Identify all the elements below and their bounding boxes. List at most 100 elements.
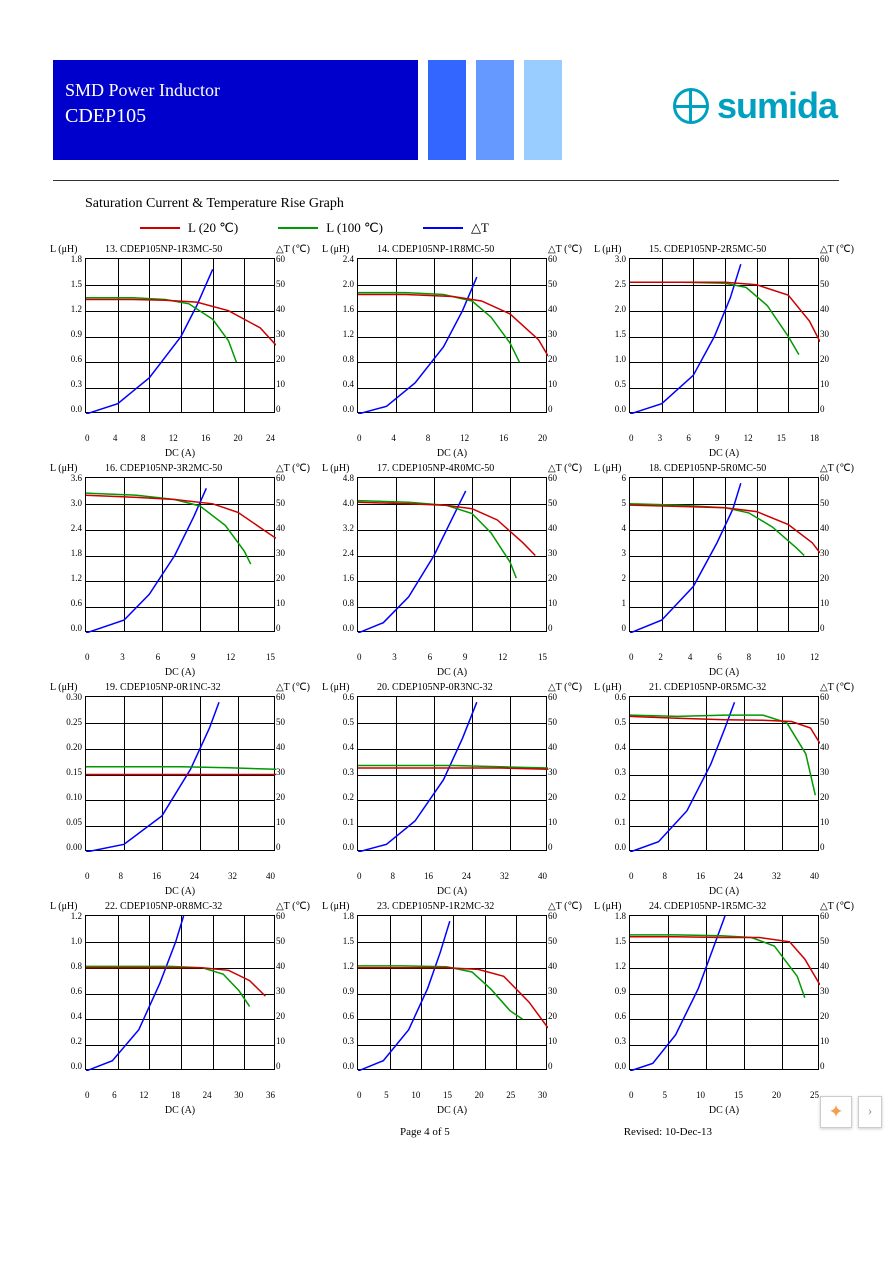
x-ticks: 04812162024	[85, 433, 275, 443]
chart-title: 16. CDEP105NP-3R2MC-50	[105, 463, 222, 474]
y-right-ticks: 6050403020100	[276, 911, 294, 1071]
y-left-ticks: 0.60.50.40.30.20.10.0	[330, 692, 354, 852]
legend-line-red	[140, 227, 180, 229]
y-right-ticks: 6050403020100	[276, 692, 294, 852]
bar-1	[380, 60, 418, 160]
x-label: DC (A)	[165, 667, 195, 678]
y-left-ticks: 3.63.02.41.81.20.60.0	[58, 473, 82, 633]
chart-svg	[630, 916, 820, 1071]
y-left-ticks: 3.02.52.01.51.00.50.0	[602, 254, 626, 414]
page-number: Page 4 of 5	[400, 1126, 450, 1138]
chart-svg	[630, 259, 820, 414]
y-right-ticks: 6050403020100	[820, 692, 838, 852]
x-ticks: 03691215	[85, 652, 275, 662]
chart-24: L (μH) 24. CDEP105NP-1R5MC-32 △T (℃) 1.8…	[594, 901, 854, 1116]
x-label: DC (A)	[165, 1105, 195, 1116]
x-label: DC (A)	[437, 448, 467, 459]
chart-svg	[630, 697, 820, 852]
x-ticks: 0369121518	[629, 433, 819, 443]
chart-title: 23. CDEP105NP-1R2MC-32	[377, 901, 494, 912]
x-ticks: 0510152025	[629, 1090, 819, 1100]
plot-area	[629, 915, 819, 1070]
plot-area	[357, 696, 547, 851]
x-label: DC (A)	[437, 667, 467, 678]
x-ticks: 024681012	[629, 652, 819, 662]
logo-icon	[673, 88, 709, 124]
part-number: CDEP105	[65, 105, 371, 128]
charts-grid: L (μH) 13. CDEP105NP-1R3MC-50 △T (℃) 1.8…	[0, 236, 892, 1126]
header-bars	[380, 60, 562, 160]
chart-svg	[358, 916, 548, 1071]
x-ticks: 0816243240	[629, 871, 819, 881]
x-label: DC (A)	[709, 448, 739, 459]
chart-title: 14. CDEP105NP-1R8MC-50	[377, 244, 494, 255]
legend-dt: △T	[423, 220, 489, 236]
legend-line-blue	[423, 227, 463, 229]
y-left-ticks: 0.300.250.200.150.100.050.00	[58, 692, 82, 852]
x-label: DC (A)	[709, 667, 739, 678]
y-left-ticks: 6543210	[602, 473, 626, 633]
legend-l100: L (100 ℃)	[278, 220, 383, 236]
y-right-ticks: 6050403020100	[548, 254, 566, 414]
y-left-ticks: 1.81.51.20.90.60.30.0	[330, 911, 354, 1071]
chart-title: 21. CDEP105NP-0R5MC-32	[649, 682, 766, 693]
x-ticks: 0816243240	[85, 871, 275, 881]
y-right-ticks: 6050403020100	[548, 911, 566, 1071]
plot-area	[357, 258, 547, 413]
chart-svg	[630, 478, 820, 633]
logo-text: sumida	[717, 85, 837, 127]
chart-svg	[86, 916, 276, 1071]
x-label: DC (A)	[165, 448, 195, 459]
sumida-logo: sumida	[673, 85, 837, 127]
x-label: DC (A)	[709, 1105, 739, 1116]
chart-14: L (μH) 14. CDEP105NP-1R8MC-50 △T (℃) 2.4…	[322, 244, 582, 459]
y-left-ticks: 2.42.01.61.20.80.40.0	[330, 254, 354, 414]
chart-16: L (μH) 16. CDEP105NP-3R2MC-50 △T (℃) 3.6…	[50, 463, 310, 678]
plot-area	[85, 258, 275, 413]
chart-22: L (μH) 22. CDEP105NP-0R8MC-32 △T (℃) 1.2…	[50, 901, 310, 1116]
header: SMD Power Inductor CDEP105 sumida	[0, 40, 892, 160]
chart-title: 19. CDEP105NP-0R1NC-32	[105, 682, 221, 693]
bar-3	[476, 60, 514, 160]
chart-svg	[358, 697, 548, 852]
y-right-ticks: 6050403020100	[548, 692, 566, 852]
chart-title: 15. CDEP105NP-2R5MC-50	[649, 244, 766, 255]
chart-svg	[86, 259, 276, 414]
legend-label: L (100 ℃)	[326, 220, 383, 236]
chart-23: L (μH) 23. CDEP105NP-1R2MC-32 △T (℃) 1.8…	[322, 901, 582, 1116]
divider	[53, 180, 839, 181]
corner-buttons: ›	[820, 1096, 882, 1128]
chart-title: 22. CDEP105NP-0R8MC-32	[105, 901, 222, 912]
plot-area	[629, 258, 819, 413]
chart-title: 18. CDEP105NP-5R0MC-50	[649, 463, 766, 474]
chart-svg	[86, 697, 276, 852]
bar-4	[524, 60, 562, 160]
y-right-ticks: 6050403020100	[820, 911, 838, 1071]
chart-svg	[86, 478, 276, 633]
app-icon[interactable]	[820, 1096, 852, 1128]
doc-type: SMD Power Inductor	[65, 80, 371, 101]
plot-area	[357, 915, 547, 1070]
chart-17: L (μH) 17. CDEP105NP-4R0MC-50 △T (℃) 4.8…	[322, 463, 582, 678]
legend-l20: L (20 ℃)	[140, 220, 238, 236]
footer: Page 4 of 5 Revised: 10-Dec-13	[0, 1126, 892, 1138]
y-right-ticks: 6050403020100	[820, 254, 838, 414]
y-right-ticks: 6050403020100	[276, 254, 294, 414]
x-label: DC (A)	[709, 886, 739, 897]
revised-date: Revised: 10-Dec-13	[624, 1126, 712, 1138]
chart-title: 17. CDEP105NP-4R0MC-50	[377, 463, 494, 474]
legend-label: △T	[471, 220, 489, 236]
chart-svg	[358, 478, 548, 633]
x-ticks: 061218243036	[85, 1090, 275, 1100]
chart-13: L (μH) 13. CDEP105NP-1R3MC-50 △T (℃) 1.8…	[50, 244, 310, 459]
y-left-ticks: 1.21.00.80.60.40.20.0	[58, 911, 82, 1071]
x-label: DC (A)	[165, 886, 195, 897]
chart-18: L (μH) 18. CDEP105NP-5R0MC-50 △T (℃) 654…	[594, 463, 854, 678]
bar-2	[428, 60, 466, 160]
chart-19: L (μH) 19. CDEP105NP-0R1NC-32 △T (℃) 0.3…	[50, 682, 310, 897]
plot-area	[85, 915, 275, 1070]
chart-title: 24. CDEP105NP-1R5MC-32	[649, 901, 766, 912]
legend: L (20 ℃) L (100 ℃) △T	[140, 220, 892, 236]
next-arrow-button[interactable]: ›	[858, 1096, 882, 1128]
chart-21: L (μH) 21. CDEP105NP-0R5MC-32 △T (℃) 0.6…	[594, 682, 854, 897]
